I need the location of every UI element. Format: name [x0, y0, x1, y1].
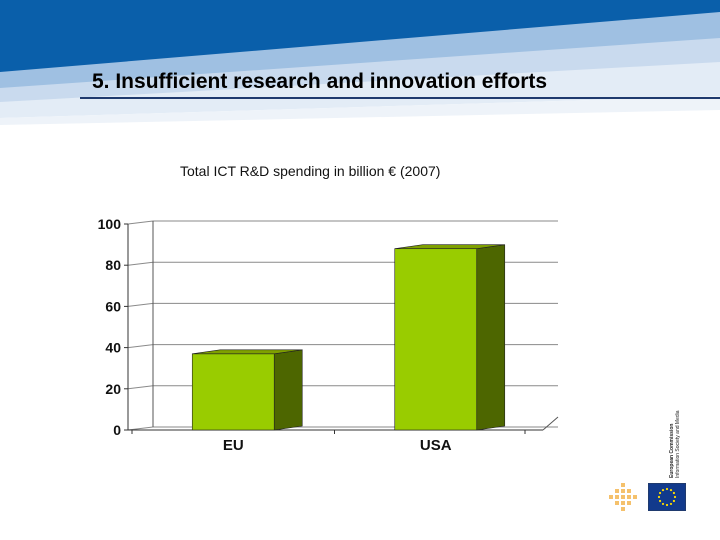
- bar-side-usa: [476, 244, 506, 431]
- title-rule: [80, 97, 720, 99]
- gridline-wall: [127, 385, 154, 390]
- header-band: [0, 0, 720, 125]
- flag-star: [665, 487, 669, 491]
- x-category-label: EU: [223, 437, 244, 454]
- flag-star: [658, 491, 662, 495]
- flag-star: [665, 503, 669, 507]
- gridline-wall: [127, 302, 154, 307]
- eu-flag-icon: [648, 483, 686, 511]
- bar-top-usa: [394, 244, 505, 250]
- y-tick-label: 20: [105, 381, 121, 397]
- flag-star: [669, 502, 673, 506]
- y-tick-label: 0: [113, 422, 121, 438]
- bar-eu: [191, 353, 275, 431]
- flag-star: [661, 488, 665, 492]
- y-tick-label: 100: [98, 216, 122, 232]
- slide-title: 5. Insufficient research and innovation …: [92, 70, 548, 93]
- gridline-wall: [127, 344, 154, 349]
- bar-top-eu: [192, 349, 303, 355]
- y-tick-label: 60: [105, 298, 121, 314]
- logo-dots-icon: [609, 483, 637, 511]
- floor-right-edge: [542, 416, 559, 431]
- flag-star: [669, 488, 673, 492]
- flag-star: [657, 495, 661, 499]
- bar-side-eu: [273, 349, 303, 431]
- flag-star: [673, 495, 677, 499]
- chart-title: Total ICT R&D spending in billion € (200…: [180, 163, 441, 179]
- y-tick-label: 80: [105, 257, 121, 273]
- x-category-label: USA: [420, 437, 452, 454]
- flag-star: [672, 499, 676, 503]
- branding-text: European Commission Information Society …: [669, 410, 681, 478]
- branding-line-2: Information Society and Media: [675, 410, 681, 478]
- gridline-wall: [127, 220, 154, 225]
- flag-star: [661, 502, 665, 506]
- bar-usa: [394, 248, 478, 431]
- branding-line-1: European Commission: [669, 424, 675, 478]
- flag-star: [658, 499, 662, 503]
- y-tick-label: 40: [105, 340, 121, 356]
- gridline-wall: [127, 261, 154, 266]
- flag-star: [672, 491, 676, 495]
